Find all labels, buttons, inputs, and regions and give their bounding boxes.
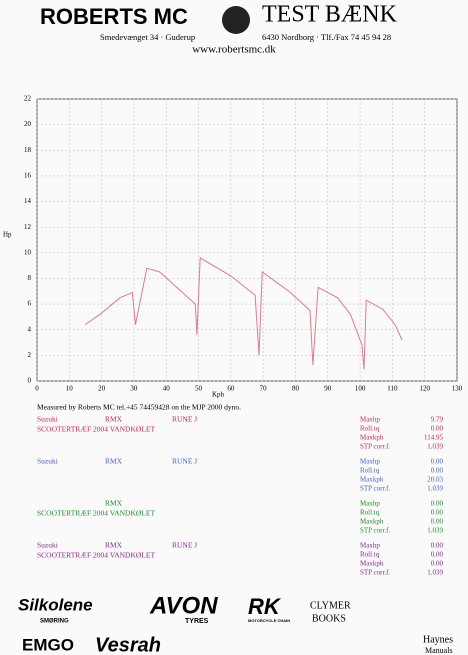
x-tick-label: 70 <box>260 385 268 393</box>
sponsor: Vesrah <box>95 634 161 655</box>
result-description: SCOOTERTRÆF 2004 VANDKØLET <box>37 509 155 518</box>
result-value: 114.95 <box>424 434 443 442</box>
result-value: 0.00 <box>431 458 444 466</box>
y-tick-label: 8 <box>28 274 32 282</box>
result-model: RMX <box>105 499 123 508</box>
result-model: RMX <box>105 457 123 466</box>
x-tick-label: 130 <box>452 385 463 393</box>
result-label: STP corr.f. <box>360 527 391 535</box>
result-label: Maxkph <box>360 518 384 526</box>
result-description: SCOOTERTRÆF 2004 VANDKØLET <box>37 551 155 560</box>
brand: ROBERTS MC <box>40 4 188 29</box>
result-value: 0.00 <box>431 518 444 526</box>
x-tick-label: 80 <box>292 385 300 393</box>
y-tick-label: 0 <box>28 377 32 385</box>
result-value: 0.00 <box>431 467 444 475</box>
measured-note: Measured by Roberts MC tel.+45 74459428 … <box>37 403 241 412</box>
y-tick-label: 12 <box>24 223 32 231</box>
result-make: Suzuki <box>37 541 58 550</box>
result-label: Maxkph <box>360 476 384 484</box>
sponsor: SMØRING <box>40 619 69 625</box>
logo <box>222 6 250 34</box>
result-label: Roll.tq <box>360 551 380 559</box>
x-tick-label: 50 <box>195 385 203 393</box>
x-tick-label: 30 <box>130 385 138 393</box>
result-label: STP corr.f. <box>360 569 391 577</box>
x-tick-label: 20 <box>98 385 106 393</box>
result-value: 1.039 <box>427 485 443 493</box>
result-label: STP corr.f. <box>360 485 391 493</box>
x-tick-label: 60 <box>227 385 235 393</box>
y-tick-label: 2 <box>28 351 32 359</box>
result-value: 0.00 <box>431 542 444 550</box>
results: Suzuki RMX RUNE J SCOOTERTRÆF 2004 VANDKØLE… <box>37 415 444 577</box>
y-axis-label: Hp <box>3 231 12 239</box>
y-tick-label: 22 <box>24 95 32 103</box>
y-tick-label: 10 <box>24 248 32 256</box>
result-label: Roll.tq <box>360 467 380 475</box>
sponsor: CLYMER <box>310 600 351 611</box>
dyno-curve <box>84 257 403 370</box>
sponsor: EMGO <box>22 635 74 654</box>
plot-area <box>36 98 458 382</box>
result-value: 9.79 <box>431 416 444 424</box>
x-tick-label: 90 <box>324 385 332 393</box>
x-tick-label: 40 <box>163 385 171 393</box>
sponsor: Silkolene <box>18 595 93 614</box>
y-tick-label: 6 <box>28 300 32 308</box>
x-tick-label: 10 <box>66 385 74 393</box>
result-value: 0.00 <box>431 551 444 559</box>
result-value: 1.039 <box>427 443 443 451</box>
result-label: Maxkph <box>360 434 384 442</box>
website: www.robertsmc.dk <box>192 44 276 56</box>
result-description: SCOOTERTRÆF 2004 VANDKØLET <box>37 425 155 434</box>
result-label: Maxhp <box>360 416 380 424</box>
address: 6430 Nordborg · Tlf./Fax 74 45 94 28 <box>262 32 391 42</box>
x-tick-label: 0 <box>35 385 39 393</box>
result-value: 1.039 <box>427 527 443 535</box>
sponsor: MOTORCYCLE CHAIN <box>248 618 290 623</box>
y-tick-label: 20 <box>24 120 32 128</box>
x-axis-label: Kph <box>212 391 225 399</box>
y-tick-label: 18 <box>24 146 32 154</box>
sponsor: BOOKS <box>312 613 346 624</box>
result-tuner: RUNE J <box>172 415 197 424</box>
result-label: Roll.tq <box>360 425 380 433</box>
result-tuner: RUNE J <box>172 541 197 550</box>
x-tick-label: 100 <box>355 385 366 393</box>
y-tick-label: 14 <box>24 197 32 205</box>
result-value: 20.03 <box>427 476 443 484</box>
address: Smedevænget 34 · Guderup <box>100 32 195 42</box>
y-tick-label: 16 <box>24 172 32 180</box>
sponsor: Manuals <box>425 646 453 655</box>
sponsor: Haynes <box>423 634 453 645</box>
result-tuner: RUNE J <box>172 457 197 466</box>
x-tick-label: 110 <box>387 385 398 393</box>
result-label: STP corr.f. <box>360 443 391 451</box>
result-label: Maxhp <box>360 500 380 508</box>
result-label: Maxhp <box>360 542 380 550</box>
result-value: 0.00 <box>431 509 444 517</box>
sponsor: TYRES <box>185 618 209 625</box>
result-value: 0.00 <box>431 560 444 568</box>
result-model: RMX <box>105 415 123 424</box>
result-make: Suzuki <box>37 415 58 424</box>
result-label: Maxhp <box>360 458 380 466</box>
result-value: 1.039 <box>427 569 443 577</box>
result-model: RMX <box>105 541 123 550</box>
result-label: Roll.tq <box>360 509 380 517</box>
y-tick-label: 4 <box>28 325 32 333</box>
sponsor: AVON <box>149 592 218 619</box>
sponsors: Silkolene SMØRING AVON TYRES RK MOTORCYC… <box>18 592 453 655</box>
x-tick-label: 120 <box>419 385 430 393</box>
sponsor: RK <box>248 594 282 619</box>
header-right: TEST BÆNK <box>262 2 398 28</box>
result-value: 0.00 <box>431 425 444 433</box>
chart: 0 2 4 6 8 10 12 14 16 18 20 22 0 10 20 30 40 50 60 70 80 90 10… <box>3 95 463 399</box>
result-value: 0.00 <box>431 500 444 508</box>
result-make: Suzuki <box>37 457 58 466</box>
result-label: Maxkph <box>360 560 384 568</box>
